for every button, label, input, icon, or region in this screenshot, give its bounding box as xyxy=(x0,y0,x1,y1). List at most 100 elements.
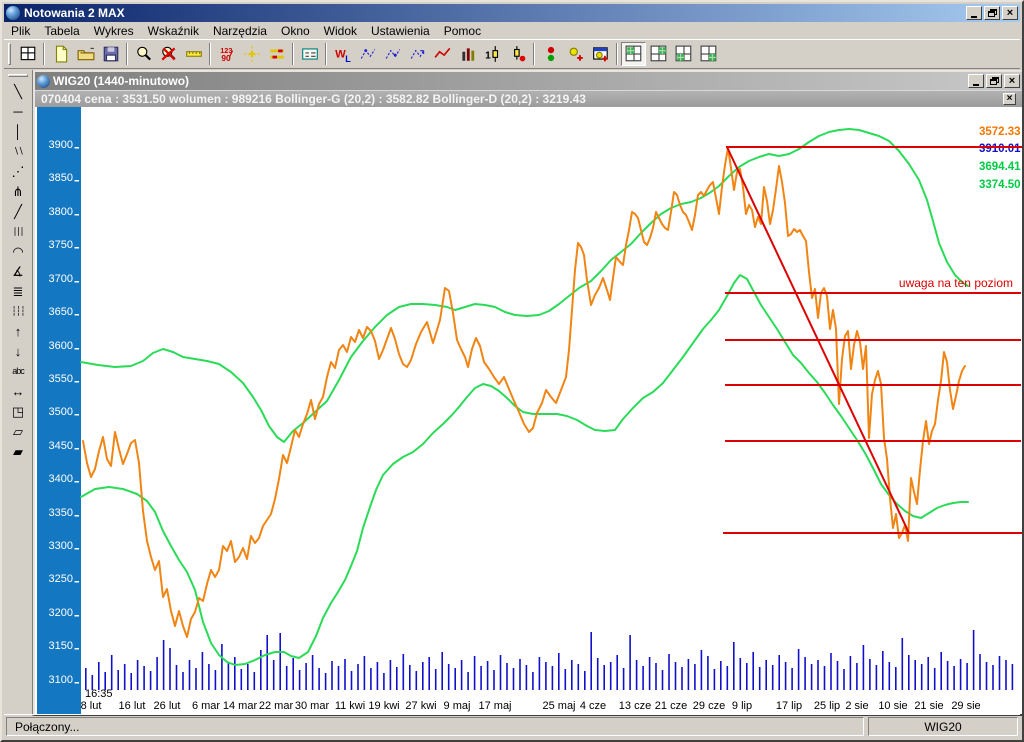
levels-button[interactable] xyxy=(264,42,289,66)
layout-4-button[interactable] xyxy=(696,42,721,66)
svg-text:27 kwi: 27 kwi xyxy=(405,700,436,712)
restore-button[interactable] xyxy=(984,6,1000,20)
tool-arrow-horizontal[interactable]: ↔ xyxy=(7,381,30,401)
svg-text:3300: 3300 xyxy=(49,540,73,552)
scale-numbers-button[interactable]: 123 90 xyxy=(214,42,239,66)
bar-chart-button[interactable] xyxy=(455,42,480,66)
tool-regression-line[interactable]: ╱ xyxy=(7,201,30,221)
toolbar-separator xyxy=(292,43,294,65)
svg-text:21 cze: 21 cze xyxy=(655,700,687,712)
pointer-icon: ◳ xyxy=(11,403,25,419)
chart-restore-button[interactable] xyxy=(986,74,1002,88)
tool-fibonacci-retracement[interactable]: ≣ xyxy=(7,281,30,301)
svg-text:10 sie: 10 sie xyxy=(878,700,907,712)
arrow-horizontal-icon: ↔ xyxy=(11,383,25,399)
horizontal-line-icon: ─ xyxy=(13,103,23,119)
lay2-icon xyxy=(650,45,666,62)
svg-text:90: 90 xyxy=(221,53,231,63)
tool-arrow-down[interactable]: ↓ xyxy=(7,341,30,361)
signal-2-button[interactable] xyxy=(380,42,405,66)
tool-fibonacci-time-zones[interactable]: ┆┆┆ xyxy=(7,301,30,321)
layout-2-button[interactable] xyxy=(646,42,671,66)
lay1-icon xyxy=(625,45,641,62)
fibonacci-fan-icon: ∡ xyxy=(12,263,24,279)
sig3-icon xyxy=(410,49,424,59)
menu-wykres[interactable]: Wykres xyxy=(93,23,134,38)
tool-vertical-line[interactable]: │ xyxy=(7,121,30,141)
fibonacci-arcs-icon: ◠ xyxy=(12,243,24,259)
menu-tabela[interactable]: Tabela xyxy=(44,23,80,38)
tool-fibonacci-arcs[interactable]: ◠ xyxy=(7,241,30,261)
price-axis[interactable]: 3900 3850 3800 3750 3700 3650 3600 3550 3500 3450… xyxy=(37,107,81,714)
fibonacci-time-zones-icon: ┆┆┆ xyxy=(11,305,25,316)
menu-ustawienia[interactable]: Ustawienia xyxy=(371,23,430,38)
svg-text:2 sie: 2 sie xyxy=(845,700,868,712)
toolbar-separator xyxy=(325,43,327,65)
line-chart-button[interactable] xyxy=(430,42,455,66)
tool-eraser[interactable]: ▱ xyxy=(7,421,30,441)
signal-3-button[interactable] xyxy=(405,42,430,66)
chartplus-icon xyxy=(592,47,608,62)
chart-window-title-bar: WIG20 (1440-minutowo) × xyxy=(35,72,1022,90)
tool-eraser-all[interactable]: ▰ xyxy=(7,441,30,461)
tool-horizontal-line[interactable]: ─ xyxy=(7,101,30,121)
tool-vertical-grid[interactable]: ∣∣∣ xyxy=(7,221,30,241)
ruler-button[interactable] xyxy=(181,42,206,66)
tool-parallel-lines[interactable]: ∖∖ xyxy=(7,141,30,161)
info-bar-close-icon[interactable]: × xyxy=(1003,93,1016,105)
menu-okno[interactable]: Okno xyxy=(280,23,310,38)
zoom-button[interactable] xyxy=(131,42,156,66)
open-button[interactable] xyxy=(73,42,98,66)
svg-text:17 lip: 17 lip xyxy=(776,700,802,712)
candle-chart-button[interactable]: 1 xyxy=(480,42,505,66)
menu-wskanik[interactable]: Wskaźnik xyxy=(147,23,199,38)
quote-dots-button[interactable] xyxy=(538,42,563,66)
tool-arrow-up[interactable]: ↑ xyxy=(7,321,30,341)
save-button[interactable] xyxy=(98,42,123,66)
add-point-button[interactable] xyxy=(563,42,588,66)
menu-narzdzia[interactable]: Narzędzia xyxy=(212,23,267,38)
dotplus-icon xyxy=(569,47,583,61)
tool-trend-fan[interactable]: ⋰ xyxy=(7,161,30,181)
crosshair-button[interactable] xyxy=(239,42,264,66)
tool-pitchfork[interactable]: ⋔ xyxy=(7,181,30,201)
candle1-icon: 1 xyxy=(485,46,498,62)
new-chart-button[interactable] xyxy=(48,42,73,66)
menu-pomoc[interactable]: Pomoc xyxy=(443,23,482,38)
drawn-trend-lines[interactable]: uwaga na ten poziom xyxy=(723,146,1022,534)
layout-3-button[interactable] xyxy=(671,42,696,66)
zoom-off-button[interactable] xyxy=(156,42,181,66)
ruler-icon xyxy=(185,51,202,57)
add-chart-button[interactable] xyxy=(588,42,613,66)
table-view-button[interactable] xyxy=(297,42,322,66)
window-layout-button[interactable] xyxy=(15,42,40,66)
arrow-down-icon: ↓ xyxy=(14,343,22,359)
chart-minimize-button[interactable] xyxy=(968,74,984,88)
candle-volume-button[interactable] xyxy=(505,42,530,66)
close-button[interactable]: × xyxy=(1002,6,1018,20)
menu-widok[interactable]: Widok xyxy=(323,23,358,38)
toolbar-grip[interactable] xyxy=(8,43,11,65)
chart-close-button[interactable]: × xyxy=(1004,74,1020,88)
price-chart[interactable]: 3900 3850 3800 3750 3700 3650 3600 3550 3500 3450… xyxy=(35,107,1022,714)
time-axis[interactable]: 8 lut 16 lut 26 lut 6 mar 14 mar 22 mar 30 mar… xyxy=(81,688,981,712)
toolbar-separator xyxy=(43,43,45,65)
layout-1-button[interactable] xyxy=(621,42,646,66)
connection-status: Połączony... xyxy=(6,717,864,736)
tool-text-label[interactable]: abc xyxy=(7,361,30,381)
palette-grip[interactable] xyxy=(8,74,28,77)
levels-icon xyxy=(269,49,284,59)
tool-pointer[interactable]: ◳ xyxy=(7,401,30,421)
window-title: Notowania 2 MAX xyxy=(24,6,125,20)
zoom-icon xyxy=(136,46,151,61)
minimize-button[interactable] xyxy=(966,6,982,20)
app-icon xyxy=(6,6,20,20)
signal-1-button[interactable] xyxy=(355,42,380,66)
tool-fibonacci-fan[interactable]: ∡ xyxy=(7,261,30,281)
fibonacci-retracement-icon: ≣ xyxy=(12,283,24,299)
tool-trend-line[interactable]: ╲ xyxy=(7,81,30,101)
indicator-info-bar: 070404 cena : 3531.50 wolumen : 989216 B… xyxy=(35,90,1022,107)
menu-plik[interactable]: Plik xyxy=(11,23,31,38)
